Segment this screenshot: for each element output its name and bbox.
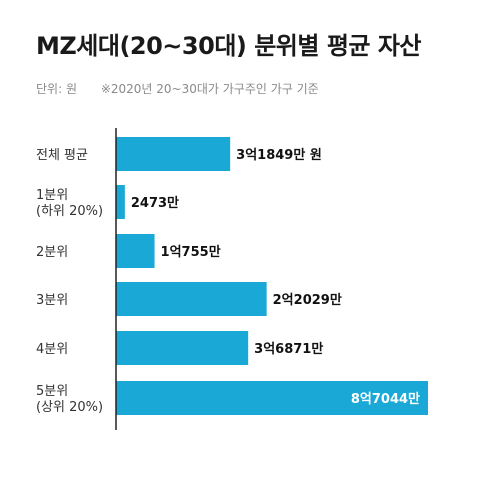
- bar-0: [116, 137, 230, 171]
- value-label-5: 8억7044만: [351, 391, 420, 407]
- category-label-3: 3분위: [36, 293, 68, 308]
- value-label-0: 3억1849만 원: [236, 147, 322, 163]
- value-label-2: 1억755만: [161, 244, 221, 260]
- category-label-4: 4분위: [36, 342, 68, 357]
- category-label-2: 2분위: [36, 245, 68, 260]
- value-label-4: 3억6871만: [254, 341, 323, 357]
- category-label-5-line-1: (상위 20%): [36, 400, 103, 415]
- value-label-3: 2억2029만: [273, 292, 342, 308]
- bar-2: [116, 234, 155, 268]
- category-label-1-line-1: (하위 20%): [36, 204, 103, 219]
- category-label-1-line-0: 1분위: [36, 188, 68, 203]
- category-label-5-line-0: 5분위: [36, 384, 68, 399]
- bar-3: [116, 282, 267, 316]
- bar-1: [116, 185, 125, 219]
- bar-4: [116, 331, 248, 365]
- value-label-1: 2473만: [131, 195, 179, 211]
- category-label-0: 전체 평균: [36, 148, 88, 163]
